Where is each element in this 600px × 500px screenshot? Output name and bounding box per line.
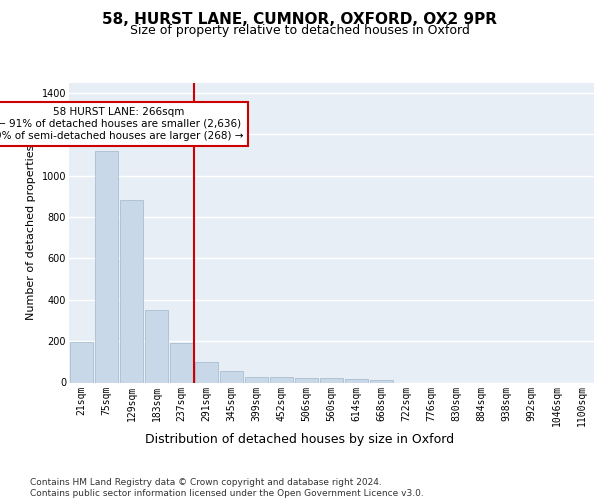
Y-axis label: Number of detached properties: Number of detached properties xyxy=(26,145,36,320)
Text: Distribution of detached houses by size in Oxford: Distribution of detached houses by size … xyxy=(145,432,455,446)
Bar xyxy=(270,378,293,382)
Bar xyxy=(145,310,168,382)
Bar xyxy=(245,378,268,382)
Bar xyxy=(195,362,218,382)
Bar xyxy=(345,380,368,382)
Bar xyxy=(120,200,143,382)
Bar xyxy=(320,378,343,382)
Bar xyxy=(295,378,318,382)
Bar xyxy=(170,343,193,382)
Bar xyxy=(95,151,118,382)
Text: 58 HURST LANE: 266sqm
← 91% of detached houses are smaller (2,636)
9% of semi-de: 58 HURST LANE: 266sqm ← 91% of detached … xyxy=(0,108,243,140)
Bar xyxy=(70,342,93,382)
Text: Size of property relative to detached houses in Oxford: Size of property relative to detached ho… xyxy=(130,24,470,37)
Text: 58, HURST LANE, CUMNOR, OXFORD, OX2 9PR: 58, HURST LANE, CUMNOR, OXFORD, OX2 9PR xyxy=(103,12,497,28)
Bar xyxy=(370,380,393,382)
Text: Contains HM Land Registry data © Crown copyright and database right 2024.
Contai: Contains HM Land Registry data © Crown c… xyxy=(30,478,424,498)
Bar xyxy=(220,371,243,382)
